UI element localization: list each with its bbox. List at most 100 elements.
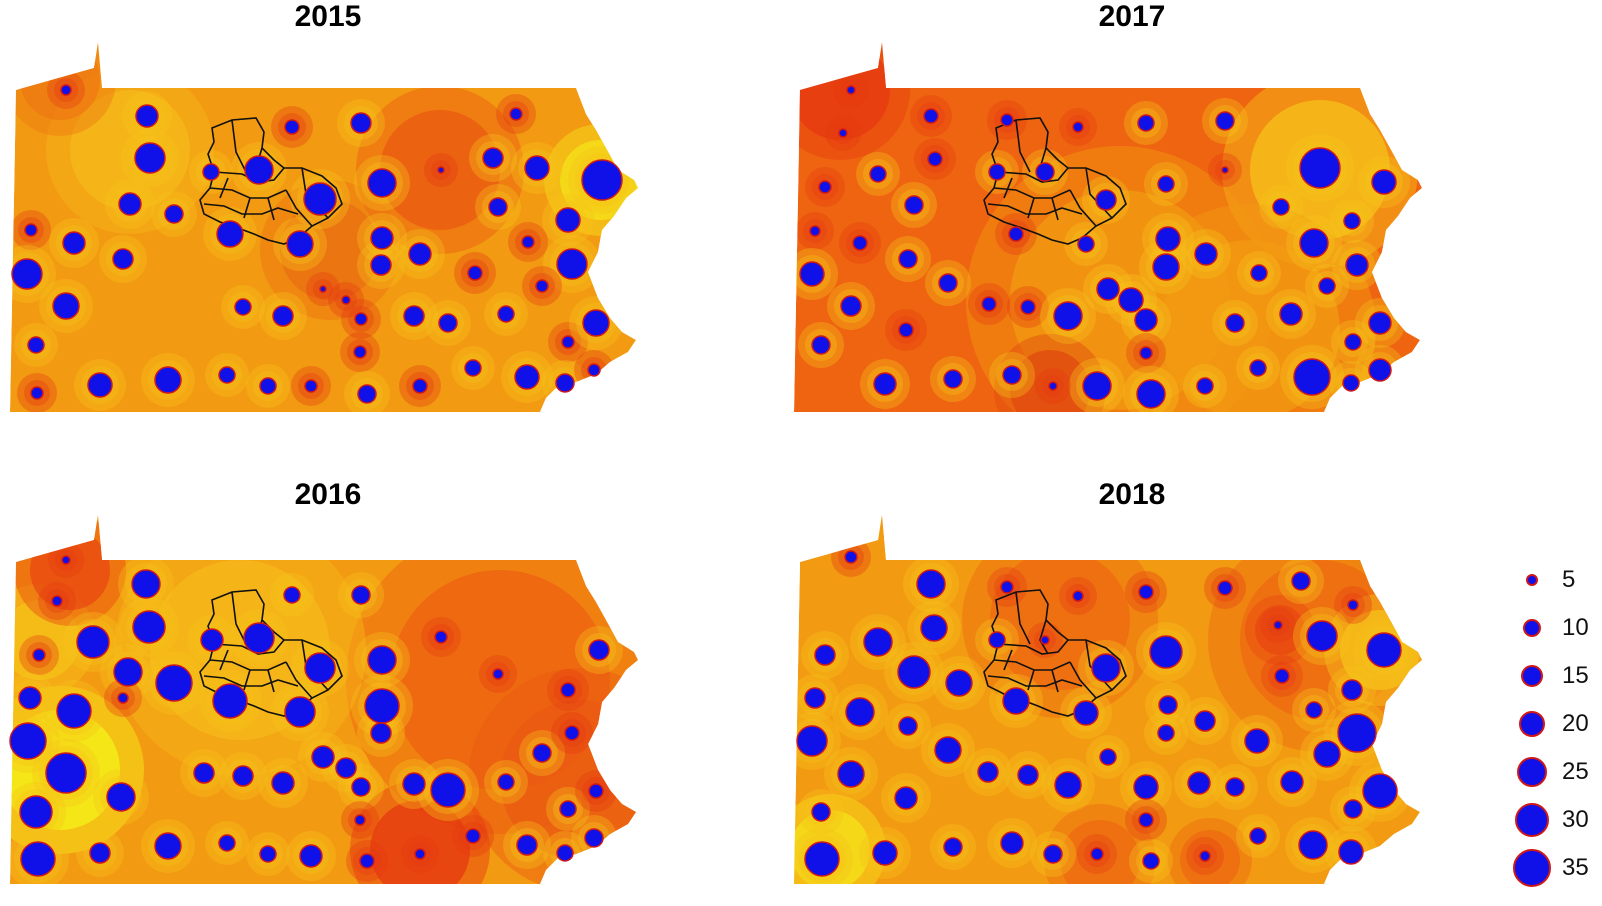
station-marker xyxy=(76,625,110,659)
station-marker xyxy=(1096,277,1120,301)
station-marker xyxy=(844,550,858,564)
station-marker xyxy=(243,622,275,654)
legend-row-35: 35 xyxy=(1510,848,1602,888)
station-marker xyxy=(351,585,371,605)
legend-label: 15 xyxy=(1562,662,1589,689)
station-marker xyxy=(1221,166,1229,174)
station-marker xyxy=(1082,371,1112,401)
station-marker xyxy=(1342,374,1360,392)
station-marker xyxy=(516,834,538,856)
station-marker xyxy=(863,627,893,657)
station-marker xyxy=(408,242,432,266)
station-marker xyxy=(271,771,295,795)
station-marker xyxy=(218,834,236,852)
station-marker xyxy=(916,569,946,599)
station-marker xyxy=(1194,242,1218,266)
station-marker xyxy=(19,795,53,829)
panel-title-2015: 2015 xyxy=(294,0,362,33)
station-marker xyxy=(1299,228,1329,258)
station-marker xyxy=(796,725,828,757)
legend-dot-5 xyxy=(1526,574,1538,586)
station-marker xyxy=(837,760,865,788)
station-marker xyxy=(840,295,862,317)
map-panel-2017 xyxy=(794,42,1422,412)
legend-dot-35 xyxy=(1513,849,1551,887)
station-marker xyxy=(555,207,581,233)
station-marker xyxy=(934,736,962,764)
station-marker xyxy=(1043,844,1063,864)
station-marker xyxy=(1053,301,1083,331)
station-marker xyxy=(581,159,623,201)
station-marker xyxy=(811,802,831,822)
legend-dot-15 xyxy=(1521,665,1543,687)
station-marker xyxy=(32,648,46,662)
station-marker xyxy=(1158,695,1178,715)
map-panel-2018 xyxy=(794,514,1422,884)
station-marker xyxy=(438,313,458,333)
station-marker xyxy=(1157,724,1175,742)
station-marker xyxy=(200,628,224,652)
station-marker xyxy=(555,373,575,393)
station-marker xyxy=(1338,839,1364,865)
station-marker xyxy=(1280,770,1304,794)
station-marker xyxy=(945,669,973,697)
station-marker xyxy=(1054,771,1082,799)
station-marker xyxy=(202,163,220,181)
station-marker xyxy=(234,298,252,316)
station-marker xyxy=(873,372,897,396)
station-marker xyxy=(367,168,397,198)
map-panel-2015 xyxy=(10,42,638,412)
station-marker xyxy=(1225,313,1245,333)
station-marker xyxy=(582,309,610,337)
station-marker xyxy=(535,279,549,293)
station-marker xyxy=(106,782,136,812)
station-marker xyxy=(988,631,1006,649)
station-marker xyxy=(155,664,193,702)
station-marker xyxy=(1035,162,1055,182)
station-marker xyxy=(497,305,515,323)
station-marker xyxy=(584,828,604,848)
station-marker xyxy=(1187,771,1211,795)
station-marker xyxy=(284,119,300,135)
station-marker xyxy=(482,147,504,169)
station-marker xyxy=(370,254,392,276)
legend-row-5: 5 xyxy=(1510,560,1602,600)
station-marker xyxy=(402,772,426,796)
station-marker xyxy=(311,745,335,769)
station-marker xyxy=(1118,287,1144,313)
panel-title-2018: 2018 xyxy=(1098,478,1166,511)
station-marker xyxy=(977,761,999,783)
station-marker xyxy=(244,155,274,185)
station-marker xyxy=(303,182,337,216)
station-marker xyxy=(1305,701,1323,719)
station-marker xyxy=(1196,377,1214,395)
station-marker xyxy=(1215,111,1235,131)
station-marker xyxy=(299,844,323,868)
station-marker xyxy=(27,336,45,354)
legend-label: 10 xyxy=(1562,614,1589,641)
station-marker xyxy=(1368,311,1392,335)
station-marker xyxy=(286,230,314,258)
station-marker xyxy=(588,639,610,661)
station-marker xyxy=(1152,253,1180,281)
station-marker xyxy=(561,335,575,349)
station-marker xyxy=(1344,333,1362,351)
station-marker xyxy=(1149,635,1183,669)
station-marker xyxy=(467,265,483,281)
station-marker xyxy=(1157,175,1175,193)
station-marker xyxy=(1072,121,1084,133)
station-marker xyxy=(1343,799,1363,819)
station-marker xyxy=(1368,358,1392,382)
station-marker xyxy=(45,752,87,794)
station-marker xyxy=(904,195,924,215)
station-marker xyxy=(341,295,351,305)
station-marker xyxy=(1155,226,1181,252)
station-marker xyxy=(430,772,466,808)
station-marker xyxy=(1250,264,1268,282)
legend-row-15: 15 xyxy=(1510,656,1602,696)
station-marker xyxy=(61,555,71,565)
station-marker xyxy=(11,258,43,290)
station-marker xyxy=(521,235,535,249)
station-marker xyxy=(212,683,248,719)
panel-title-2017: 2017 xyxy=(1098,0,1166,33)
